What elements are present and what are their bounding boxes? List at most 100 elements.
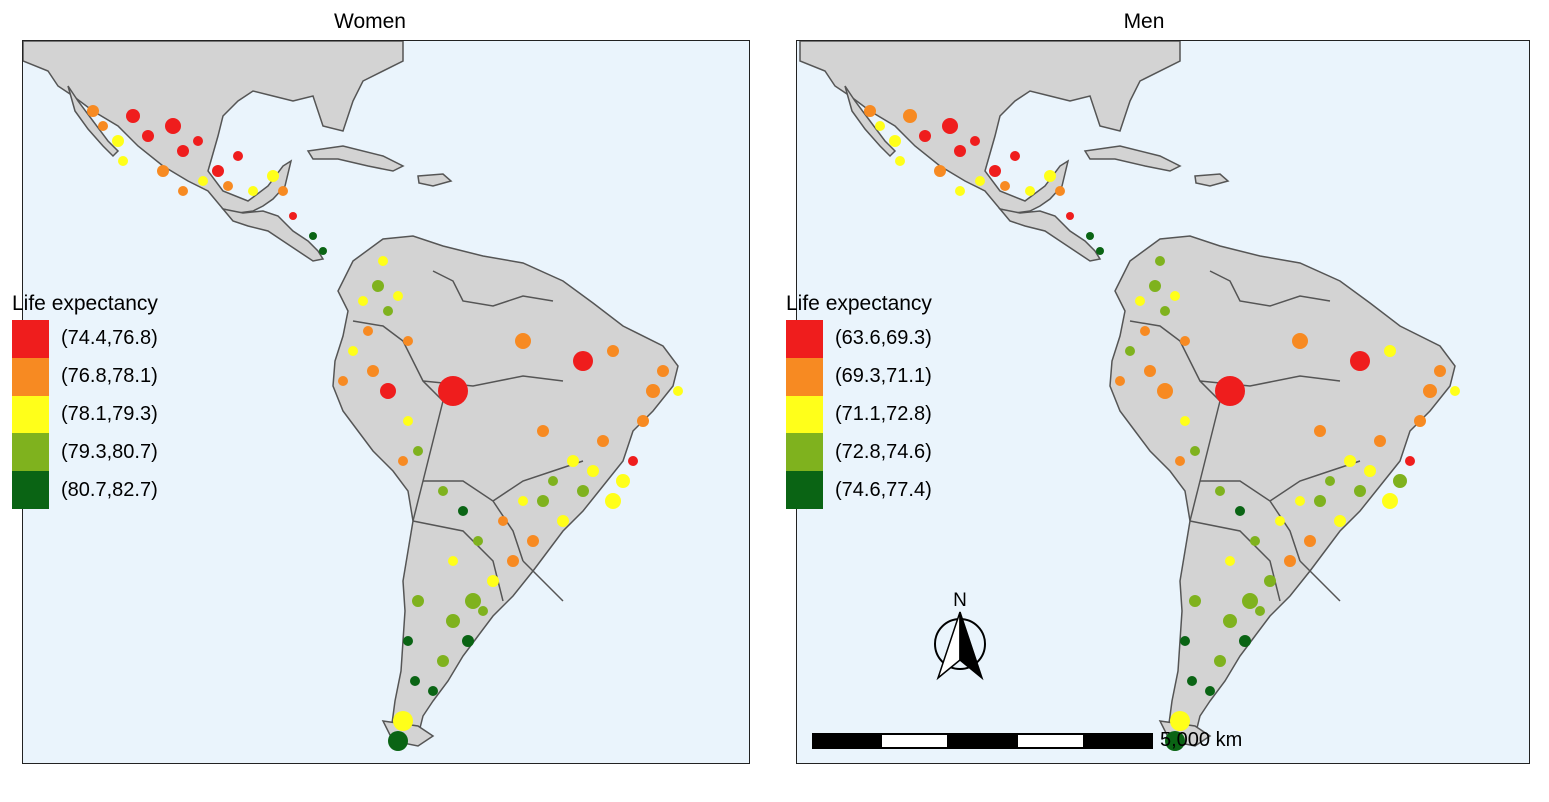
region-dot [178, 186, 188, 196]
region-dot [673, 386, 683, 396]
region-dot [1382, 493, 1398, 509]
legend-label: (74.6,77.4) [835, 478, 932, 501]
region-dot [1214, 655, 1226, 667]
region-dot [403, 636, 413, 646]
legend-swatch [786, 357, 823, 396]
region-dot [437, 655, 449, 667]
region-dot [398, 456, 408, 466]
legend-label: (63.6,69.3) [835, 327, 932, 350]
panel-men: Men Life expectancy (63.6,69.3) (69.3,71… [774, 0, 1530, 802]
legend-item: (78.1,79.3) [12, 395, 187, 434]
region-dot [393, 291, 403, 301]
scale-label: 5,000 km [1160, 729, 1243, 751]
region-dot [1223, 614, 1237, 628]
country-border [432, 270, 554, 307]
region-dot [1066, 212, 1074, 220]
region-dot [412, 595, 424, 607]
legend-item: (74.4,76.8) [12, 320, 187, 358]
region-dot [1140, 326, 1150, 336]
region-dot [657, 365, 669, 377]
country-border [492, 460, 584, 502]
region-dot [1055, 186, 1065, 196]
legend-label: (71.1,72.8) [835, 402, 932, 425]
region-dot [1334, 515, 1346, 527]
legend-swatch [786, 395, 823, 434]
region-dot [587, 465, 599, 477]
region-dot [548, 476, 558, 486]
region-dot [278, 186, 288, 196]
region-dot [1292, 333, 1308, 349]
region-dot [1405, 456, 1415, 466]
region-dot [1239, 635, 1251, 647]
region-dot [1000, 181, 1010, 191]
country-border [522, 560, 564, 602]
region-dot [157, 165, 169, 177]
region-dot [118, 156, 128, 166]
north-arrow-icon: N [930, 590, 990, 682]
region-dot [597, 435, 609, 447]
legend-swatch [786, 471, 823, 509]
legend-swatch [12, 320, 49, 358]
region-dot [372, 280, 384, 292]
region-dot [1284, 555, 1296, 567]
panel-women: Women Life expectancy (74.4,76.8) (76.8,… [0, 0, 750, 802]
region-dot [537, 495, 549, 507]
country-border [1269, 460, 1361, 502]
region-dot [537, 425, 549, 437]
country-border [1209, 270, 1331, 307]
land-area [306, 145, 405, 172]
legend-item: (76.8,78.1) [12, 357, 187, 396]
region-dot [875, 121, 885, 131]
region-dot [393, 711, 413, 731]
region-dot [934, 165, 946, 177]
region-dot [1096, 247, 1104, 255]
region-dot [428, 686, 438, 696]
region-dot [1450, 386, 1460, 396]
country-border [1189, 400, 1221, 522]
legend-label: (72.8,74.6) [835, 440, 932, 463]
region-dot [628, 456, 638, 466]
land-area [67, 85, 120, 158]
land-area [1194, 173, 1230, 187]
country-border [1299, 560, 1341, 602]
map-svg-men [799, 41, 1460, 751]
region-dot [1393, 474, 1407, 488]
legend-label: (79.3,80.7) [61, 440, 158, 463]
region-dot [607, 345, 619, 357]
legend-label: (80.7,82.7) [61, 478, 158, 501]
legend-swatch [12, 357, 49, 396]
region-dot [1170, 711, 1190, 731]
region-dot [919, 130, 931, 142]
region-dot [1275, 516, 1285, 526]
region-dot [1160, 306, 1170, 316]
map-women[interactable] [22, 40, 750, 764]
map-men[interactable] [796, 40, 1530, 764]
legend-item: (69.3,71.1) [786, 357, 961, 396]
region-dot [1384, 345, 1396, 357]
region-dot [1190, 446, 1200, 456]
region-dot [338, 376, 348, 386]
region-dot [112, 135, 124, 147]
region-dot [1314, 425, 1326, 437]
region-dot [573, 351, 593, 371]
region-dot [1189, 595, 1201, 607]
region-dot [1125, 346, 1135, 356]
legend-item: (63.6,69.3) [786, 320, 961, 358]
region-dot [864, 105, 876, 117]
region-dot [1165, 731, 1185, 751]
region-dot [438, 486, 448, 496]
region-dot [498, 516, 508, 526]
region-dot [473, 536, 483, 546]
legend-label: (78.1,79.3) [61, 402, 158, 425]
region-dot [177, 145, 189, 157]
land-area [844, 85, 897, 158]
legend-title: Life expectancy [786, 292, 932, 315]
region-dot [413, 446, 423, 456]
region-dot [1434, 365, 1446, 377]
region-dot [518, 496, 528, 506]
region-dot [637, 415, 649, 427]
region-dot [1135, 296, 1145, 306]
legend-swatch [12, 395, 49, 434]
region-dot [1242, 593, 1258, 609]
region-dot [367, 365, 379, 377]
